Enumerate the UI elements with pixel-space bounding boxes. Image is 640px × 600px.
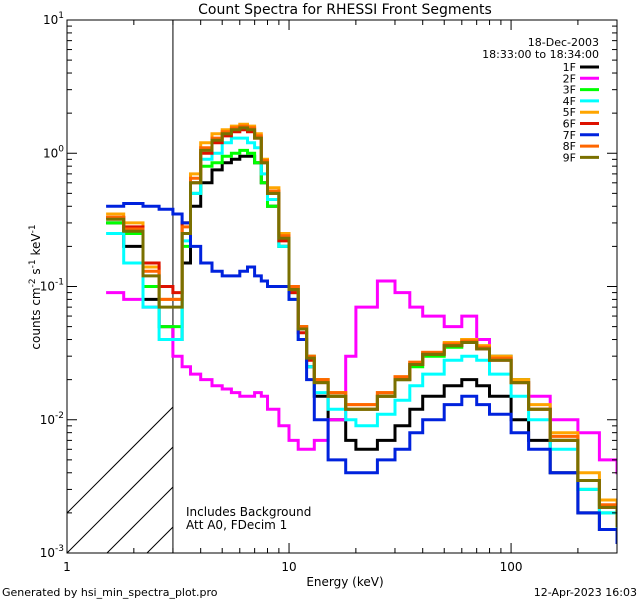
legend-label-3F: 3F	[563, 84, 576, 97]
series-line-9F	[106, 126, 617, 528]
y-tick-exp: -2	[55, 411, 64, 421]
legend-label-5F: 5F	[563, 106, 576, 119]
hatch-line	[67, 406, 173, 514]
hatch-line	[627, 20, 640, 553]
x-tick-labels: 1 10 100	[63, 560, 522, 574]
y-axis-label-base: counts cm	[29, 287, 43, 349]
y-tick-base: 10	[40, 546, 55, 560]
hatch-region	[67, 20, 640, 553]
hatch-line	[67, 446, 173, 553]
y-tick-label: 10-2	[40, 411, 64, 427]
y-tick-label: 100	[43, 144, 64, 160]
chart-title: Count Spectra for RHESSI Front Segments	[198, 2, 492, 18]
x-tick-label: 10	[281, 560, 296, 574]
y-tick-label: 101	[43, 11, 64, 27]
y-tick-base: 10	[40, 280, 55, 294]
annotation-background: Includes Background	[186, 505, 311, 519]
y-tick-label: 10-1	[40, 278, 64, 294]
series-line-4F	[106, 136, 617, 531]
x-tick-label: 100	[500, 560, 523, 574]
y-tick-label: 10-3	[40, 544, 64, 560]
y-axis-label-mid: s	[29, 268, 43, 278]
x-axis-label: Energy (keV)	[306, 575, 383, 589]
y-axis-label-mid2: keV	[29, 233, 43, 260]
y-tick-exp: -1	[55, 278, 64, 288]
hatch-line	[387, 20, 640, 553]
legend-label-8F: 8F	[563, 140, 576, 153]
y-axis-label: counts cm-2 s-1 keV-1	[28, 224, 43, 349]
legend-label-9F: 9F	[563, 151, 576, 164]
y-axis-label-exp2: -1	[28, 259, 38, 268]
annotation-attenuator: Att A0, FDecim 1	[186, 518, 287, 532]
y-tick-base: 10	[43, 146, 58, 160]
legend-label-4F: 4F	[563, 95, 576, 108]
y-axis-label-exp1: -2	[28, 278, 38, 287]
y-tick-exp: 0	[58, 144, 64, 154]
series-line-7F	[106, 202, 617, 544]
y-axis-label-exp3: -1	[28, 224, 38, 233]
legend-label-7F: 7F	[563, 129, 576, 142]
series-layer	[106, 122, 617, 544]
y-tick-exp: -3	[55, 544, 64, 554]
y-tick-base: 10	[43, 13, 58, 27]
y-tick-exp: 1	[58, 11, 64, 21]
footer-generated-by: Generated by hsi_min_spectra_plot.pro	[2, 586, 218, 599]
legend-label-2F: 2F	[563, 72, 576, 85]
ticks-layer	[66, 19, 618, 554]
x-tick-label: 1	[63, 560, 71, 574]
legend-date: 18-Dec-2003	[528, 36, 599, 49]
legend-label-1F: 1F	[563, 61, 576, 74]
y-tick-base: 10	[40, 413, 55, 427]
legend-time-range: 18:33:00 to 18:34:00	[482, 48, 599, 61]
legend-label-6F: 6F	[563, 118, 576, 131]
footer-timestamp: 12-Apr-2023 16:03	[534, 586, 637, 599]
